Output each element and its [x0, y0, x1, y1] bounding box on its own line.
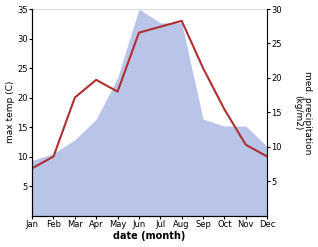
Y-axis label: max temp (C): max temp (C) [5, 81, 15, 144]
Y-axis label: med. precipitation
(kg/m2): med. precipitation (kg/m2) [293, 71, 313, 154]
X-axis label: date (month): date (month) [114, 231, 186, 242]
